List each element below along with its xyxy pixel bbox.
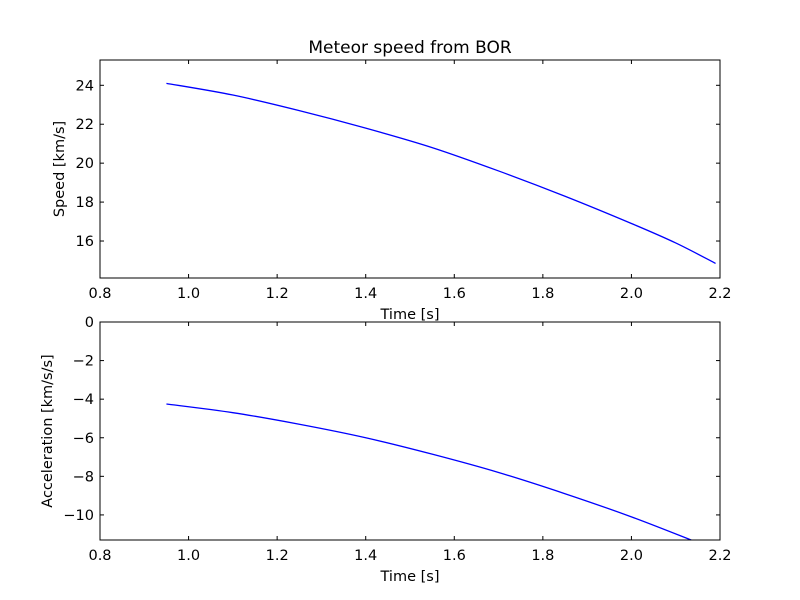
acceleration-chart-marks — [166, 403, 692, 541]
acceleration-chart-ticks: 0.8 1.0 1.2 1.4 1.6 1.8 2.0 2.2 0 −2 −4 −6 −8 −10 — [63, 315, 731, 564]
acceleration-chart-ylabel: Acceleration [km/s/s] — [40, 354, 56, 507]
y-tick-label: 24 — [76, 78, 94, 94]
series-line — [166, 82, 716, 264]
x-tick-label: 0.8 — [88, 548, 111, 564]
x-tick-label: 1.6 — [443, 548, 466, 564]
x-tick-label: 2.2 — [708, 286, 731, 302]
x-tick-label: 2.0 — [620, 286, 643, 302]
y-tick-label: 16 — [76, 234, 94, 250]
speed-chart-xlabel: Time [s] — [380, 307, 440, 323]
speed-chart-frame — [99, 59, 721, 279]
y-tick-label: −10 — [63, 508, 94, 524]
acceleration-chart: 0.8 1.0 1.2 1.4 1.6 1.8 2.0 2.2 0 −2 −4 −6 −8 −10 Tim… — [40, 315, 732, 585]
speed-chart-ticks: 0.8 1.0 1.2 1.4 1.6 1.8 2.0 2.2 16 18 20 22 24 — [76, 60, 732, 302]
y-tick-label: −4 — [73, 392, 94, 408]
x-tick-label: 1.4 — [354, 286, 377, 302]
y-tick-label: 22 — [76, 117, 94, 133]
x-tick-label: 1.8 — [531, 548, 554, 564]
x-tick-label: 1.2 — [266, 548, 289, 564]
y-tick-label: 0 — [85, 315, 94, 331]
chart-title: Meteor speed from BOR — [308, 38, 512, 58]
x-tick-label: 1.2 — [266, 286, 289, 302]
speed-chart: Meteor speed from BOR 0.8 1.0 1.2 1.4 1.6 1.8… — [52, 38, 732, 323]
y-tick-label: 20 — [76, 156, 94, 172]
x-tick-label: 0.8 — [88, 286, 111, 302]
acceleration-chart-xlabel: Time [s] — [380, 569, 440, 585]
x-tick-label: 1.0 — [177, 548, 200, 564]
series-line — [166, 403, 692, 541]
y-tick-label: −6 — [73, 431, 94, 447]
y-tick-label: −8 — [73, 469, 94, 485]
acceleration-chart-frame — [99, 321, 721, 541]
x-tick-label: 1.6 — [443, 286, 466, 302]
x-tick-label: 1.8 — [531, 286, 554, 302]
x-tick-label: 2.0 — [620, 548, 643, 564]
x-tick-label: 1.0 — [177, 286, 200, 302]
speed-chart-ylabel: Speed [km/s] — [52, 121, 68, 217]
speed-chart-marks — [166, 82, 716, 264]
y-tick-label: −2 — [73, 354, 94, 370]
x-tick-label: 1.4 — [354, 548, 377, 564]
x-tick-label: 2.2 — [708, 548, 731, 564]
y-tick-label: 18 — [76, 195, 94, 211]
